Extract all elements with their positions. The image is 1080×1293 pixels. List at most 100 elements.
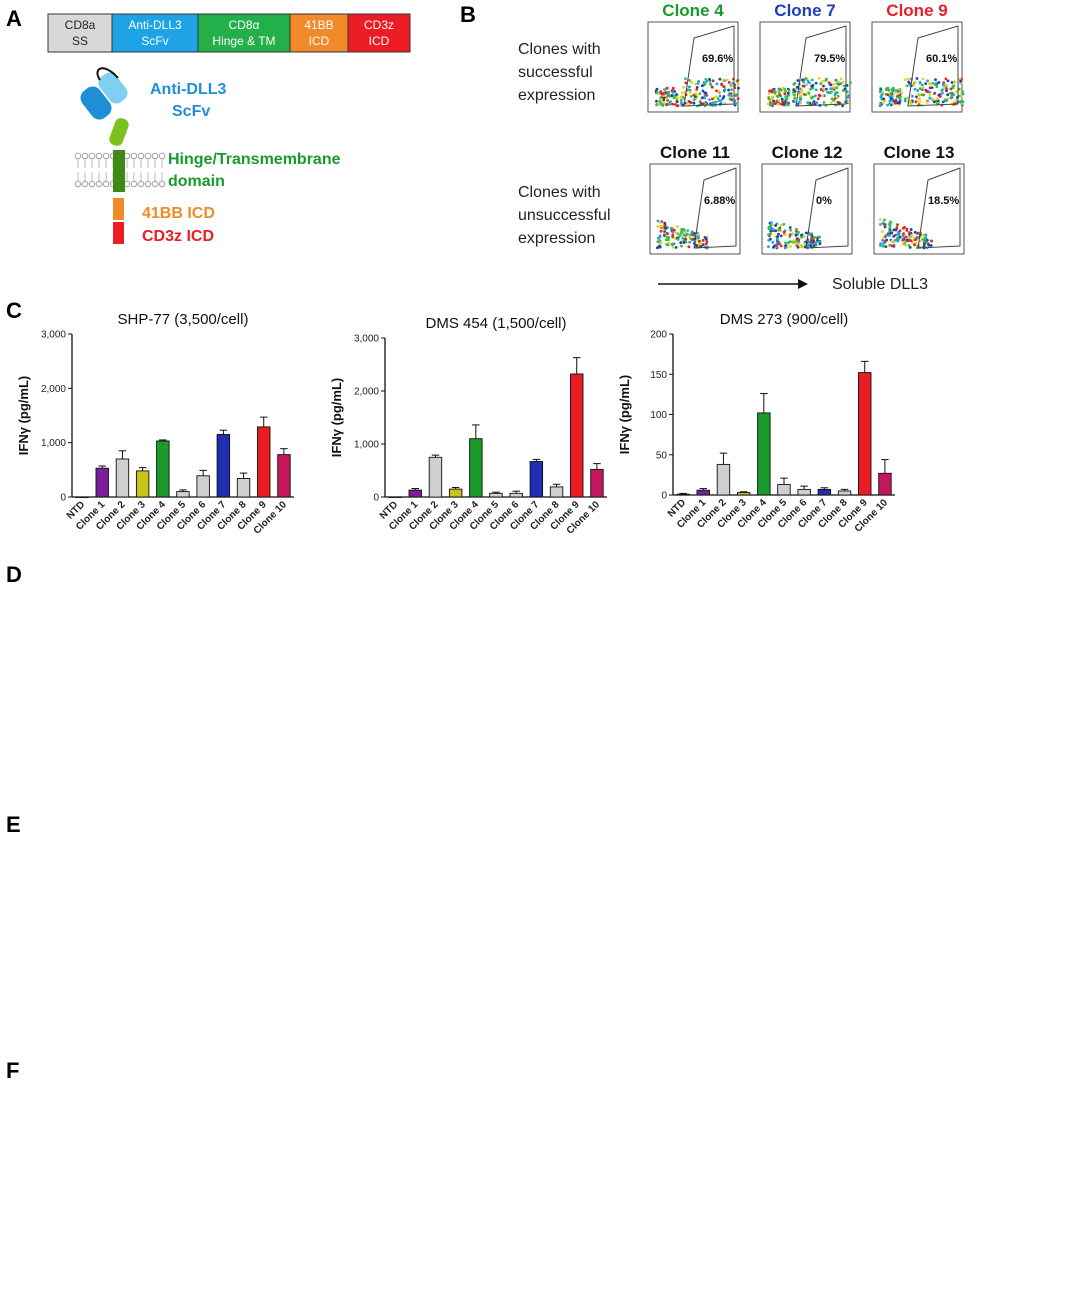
flow-event-dot <box>679 241 683 245</box>
flow-event-dot <box>821 94 825 98</box>
flow-event-dot <box>697 232 701 236</box>
lipid-head <box>144 152 152 160</box>
flow-event-dot <box>908 231 911 234</box>
flow-clone-title: Clone 7 <box>774 1 835 20</box>
flow-gate <box>683 25 735 107</box>
flow-event-dot <box>916 89 920 92</box>
y-tick-label: 3,000 <box>41 330 66 341</box>
flow-event-dot <box>881 90 885 94</box>
flow-event-dot <box>694 82 697 86</box>
flow-event-dot <box>822 87 826 91</box>
flow-event-dot <box>680 230 683 233</box>
flow-event-dot <box>768 89 771 93</box>
bar-clone-7 <box>817 488 832 496</box>
flow-event-dot <box>679 98 683 102</box>
flow-event-dot <box>662 92 665 95</box>
flow-event-dot <box>720 83 723 86</box>
flow-event-dot <box>888 243 892 247</box>
flow-event-dot <box>928 93 932 96</box>
flow-event-dot <box>905 84 909 88</box>
flow-event-dot <box>668 103 672 106</box>
flow-event-dot <box>801 84 805 88</box>
flow-event-dot <box>881 238 884 242</box>
flow-event-dot <box>906 238 909 242</box>
flow-event-dot <box>879 96 883 99</box>
bar-clone-10 <box>590 468 604 498</box>
flow-event-dot <box>798 87 802 91</box>
flow-gate-percent: 60.1% <box>926 53 957 65</box>
flow-event-dot <box>883 218 886 222</box>
flow-event-dot <box>795 227 798 231</box>
flow-event-dot <box>715 89 718 93</box>
flow-event-dot <box>935 85 939 88</box>
bar-clone-9 <box>858 372 872 496</box>
flow-event-dot <box>826 90 829 94</box>
flow-event-dot <box>695 243 698 247</box>
flow-event-dot <box>805 82 808 86</box>
flow-event-dot <box>782 102 786 106</box>
flow-event-dot <box>941 91 944 95</box>
flow-event-dot <box>689 101 693 104</box>
flow-event-dot <box>718 94 722 98</box>
flow-event-dot <box>783 92 787 96</box>
flow-event-dot <box>795 242 799 245</box>
flow-event-dot <box>673 228 676 232</box>
lipid-head <box>151 152 159 160</box>
flow-event-dot <box>817 235 821 239</box>
flow-event-dot <box>680 227 684 231</box>
scfv-label-1: Anti-DLL3 <box>150 81 227 98</box>
y-tick-label: 0 <box>373 493 379 504</box>
flow-event-dot <box>802 80 805 84</box>
flow-event-dot <box>944 77 948 81</box>
flow-event-dot <box>671 231 675 234</box>
flow-event-dot <box>674 103 677 106</box>
flow-event-dot <box>786 103 790 107</box>
flow-event-dot <box>783 233 787 237</box>
flow-event-dot <box>667 90 671 94</box>
flow-event-dot <box>961 90 964 93</box>
flow-event-dot <box>728 97 732 101</box>
flow-event-dot <box>878 218 882 221</box>
flow-event-dot <box>729 92 733 95</box>
flow-event-dot <box>810 96 813 100</box>
flow-event-dot <box>942 83 945 87</box>
flow-event-dot <box>914 238 918 241</box>
flow-event-dot <box>807 92 811 95</box>
flow-event-dot <box>660 97 663 101</box>
flow-event-dot <box>878 89 882 93</box>
flow-event-dot <box>921 238 925 241</box>
flow-event-dot <box>849 81 852 85</box>
flow-event-dot <box>904 235 908 239</box>
flow-event-dot <box>788 240 792 244</box>
flow-event-dot <box>676 238 680 241</box>
flow-event-dot <box>821 80 824 83</box>
flow-event-dot <box>937 81 941 84</box>
flow-event-dot <box>925 90 929 93</box>
41bb-shape <box>113 198 124 220</box>
flow-event-dot <box>825 87 828 91</box>
flow-event-dot <box>689 95 693 98</box>
flow-event-dot <box>814 94 817 98</box>
flow-event-dot <box>950 96 954 99</box>
flow-event-dot <box>696 81 700 85</box>
y-tick-label: 150 <box>650 370 667 381</box>
flow-event-dot <box>777 228 781 232</box>
flow-event-dot <box>776 235 779 239</box>
flow-event-dot <box>930 239 934 243</box>
flow-event-dot <box>714 100 718 104</box>
flow-event-dot <box>889 97 893 100</box>
flow-event-dot <box>960 102 963 106</box>
flow-event-dot <box>675 100 679 104</box>
flow-event-dot <box>812 239 815 243</box>
lipid-head <box>130 152 138 160</box>
flow-event-dot <box>925 100 929 104</box>
flow-event-dot <box>787 89 791 92</box>
flow-event-dot <box>710 101 714 105</box>
flow-event-dot <box>722 85 726 88</box>
lipid-head <box>158 152 166 160</box>
flow-event-dot <box>841 80 845 84</box>
flow-event-dot <box>723 88 727 92</box>
lipid-head <box>88 152 96 160</box>
flow-event-dot <box>661 228 665 232</box>
flow-event-dot <box>701 89 705 93</box>
